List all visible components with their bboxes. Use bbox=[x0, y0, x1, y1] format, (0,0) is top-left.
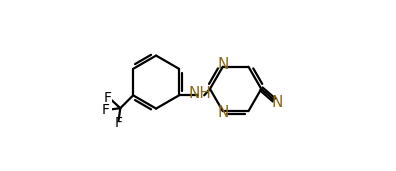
Text: F: F bbox=[101, 103, 109, 117]
Text: N: N bbox=[217, 57, 228, 73]
Text: NH: NH bbox=[189, 86, 212, 101]
Text: N: N bbox=[217, 105, 228, 120]
Text: F: F bbox=[114, 116, 123, 130]
Text: F: F bbox=[104, 91, 112, 105]
Text: N: N bbox=[272, 95, 283, 110]
